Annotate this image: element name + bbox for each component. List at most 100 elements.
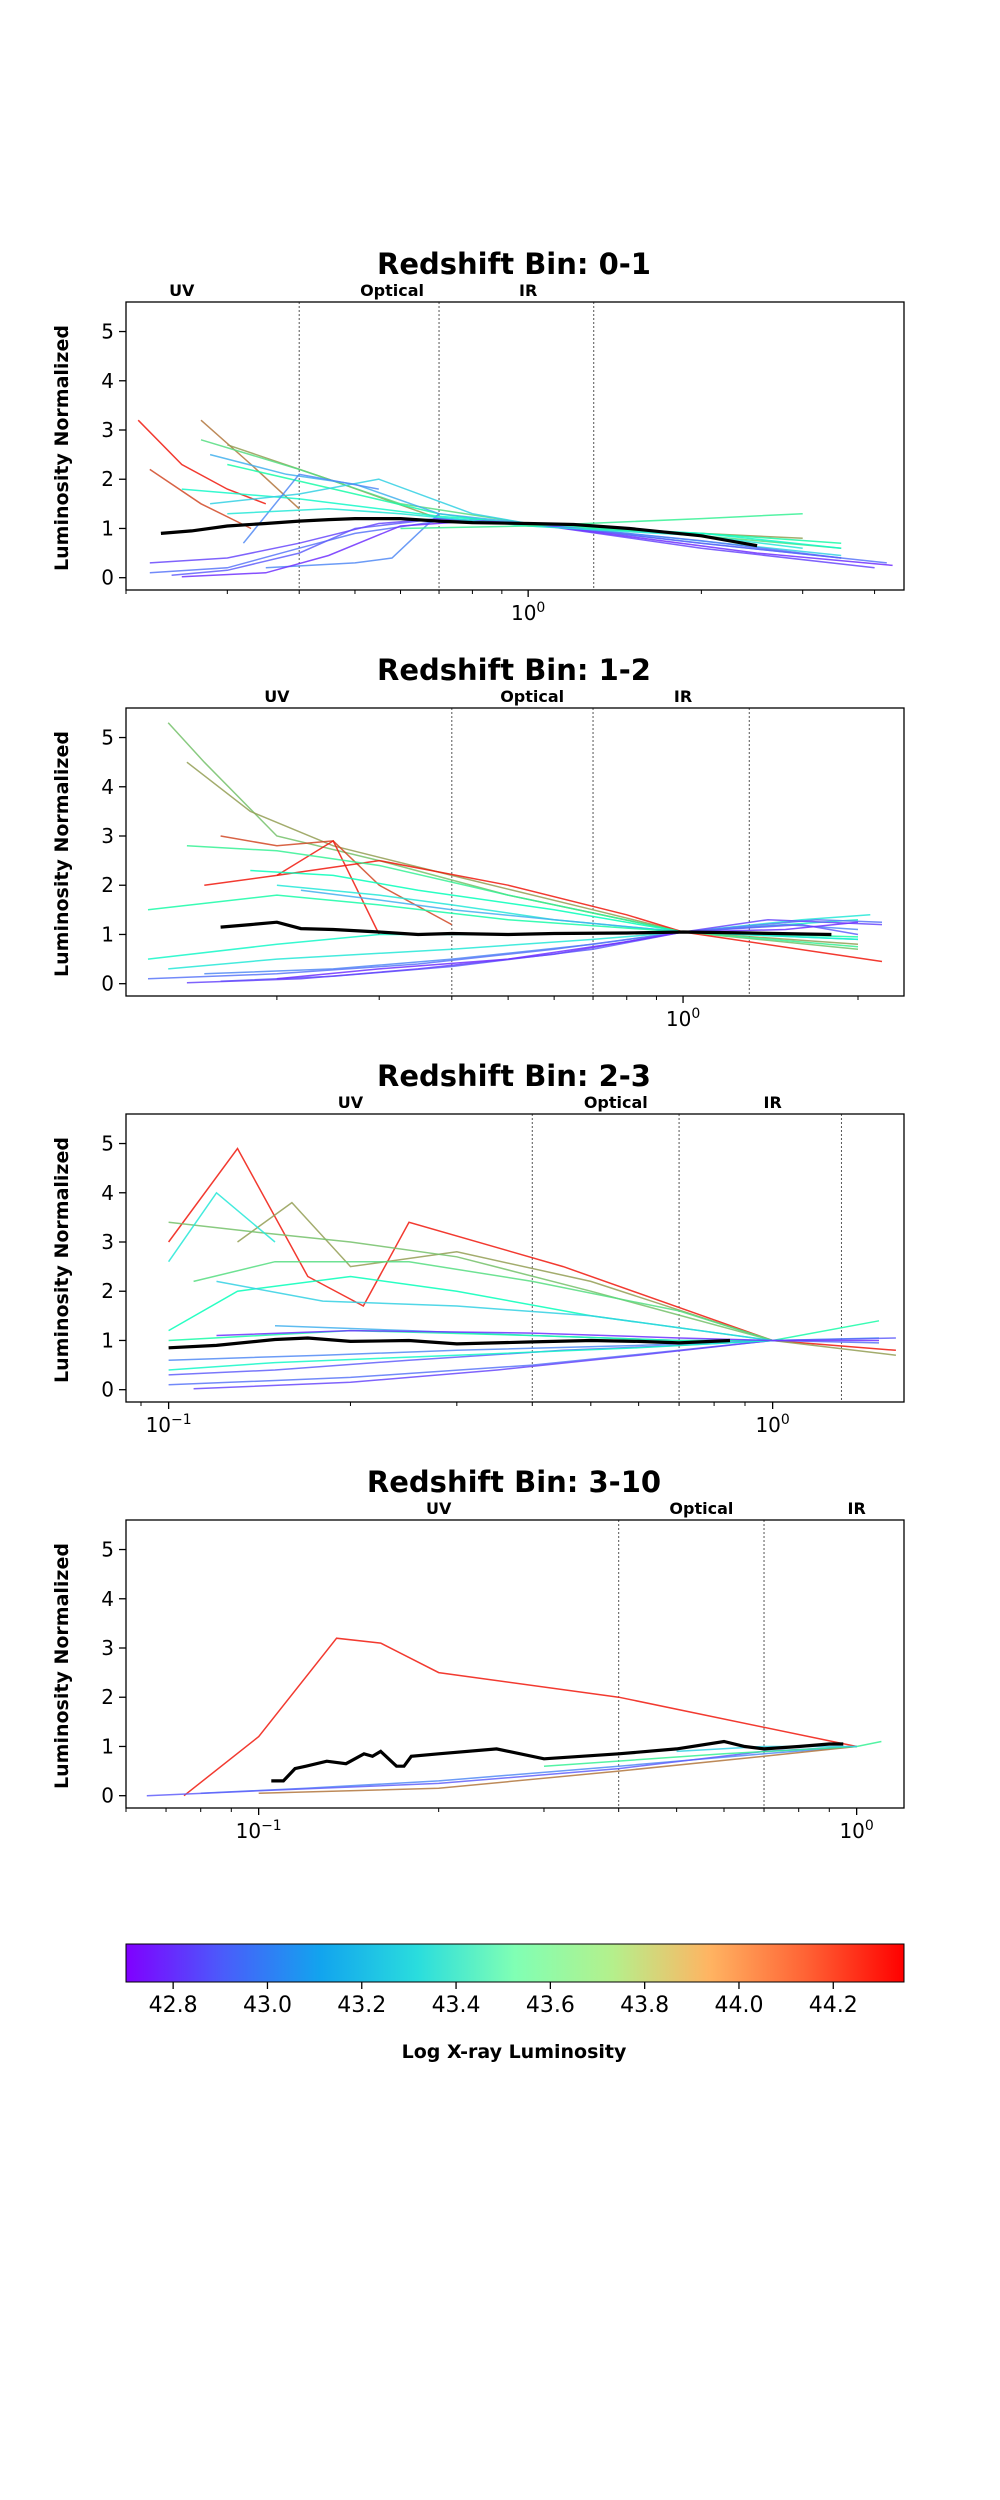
band-label: IR: [519, 281, 537, 300]
y-tick-label: 5: [101, 1538, 114, 1562]
panel-4-ylabel: Luminosity Normalized: [51, 1543, 73, 1789]
x-tick-label: 100: [839, 1818, 873, 1843]
y-tick-label: 5: [101, 1132, 114, 1156]
band-label: IR: [674, 687, 692, 706]
colorbar-tick-label: 43.2: [337, 1993, 386, 2018]
panel-1-plot-area: UV Optical IR 0 1 2 3 4 5 100: [101, 281, 893, 625]
panel-2-frame: [125, 707, 905, 997]
x-tick-label: 100: [511, 600, 545, 625]
series-line: [167, 1147, 896, 1352]
series-line: [168, 914, 871, 970]
band-label: Optical: [584, 1093, 648, 1112]
series-line: [168, 1339, 773, 1371]
y-tick-label: 4: [101, 369, 114, 393]
y-tick-label: 5: [101, 726, 114, 750]
series-line: [181, 488, 842, 549]
band-label: UV: [169, 281, 195, 300]
y-tick-label: 0: [101, 1784, 114, 1808]
band-label: IR: [848, 1499, 866, 1518]
series-line: [149, 520, 887, 574]
mean-line: [168, 1336, 731, 1350]
colorbar-gradient: [125, 1943, 905, 1983]
series-line: [149, 468, 252, 530]
y-tick-label: 2: [101, 467, 114, 491]
colorbar-label: Log X-ray Luminosity: [402, 2041, 627, 2063]
panel-2-ylabel: Luminosity Normalized: [51, 731, 73, 977]
colorbar-tick-label: 43.8: [620, 1993, 669, 2018]
y-tick-label: 3: [101, 1230, 114, 1254]
series-line: [216, 1329, 879, 1342]
x-tick-label: 100: [666, 1006, 700, 1031]
y-tick-label: 4: [101, 1181, 114, 1205]
band-label: UV: [264, 687, 290, 706]
colorbar-tick-label: 44.0: [714, 1993, 763, 2018]
y-tick-label: 0: [101, 566, 114, 590]
panel-1: Redshift Bin: 0-1 Luminosity Normalized …: [51, 247, 905, 625]
series-line: [186, 845, 859, 948]
series-line: [168, 1320, 880, 1342]
band-label: IR: [763, 1093, 781, 1112]
y-tick-label: 2: [101, 1279, 114, 1303]
panel-4-title: Redshift Bin: 3-10: [367, 1465, 661, 1499]
panel-3-frame: [125, 1113, 905, 1403]
series-group: [147, 722, 883, 984]
panel-2-title: Redshift Bin: 1-2: [377, 653, 651, 687]
colorbar-ticks: 42.8 43.0 43.2 43.4 43.6 43.8 44.0 44.2: [149, 1982, 858, 2018]
mean-line: [271, 1739, 844, 1783]
y-tick-label: 4: [101, 775, 114, 799]
series-line: [200, 1745, 857, 1794]
panel-2: Redshift Bin: 1-2 Luminosity Normalized …: [51, 653, 905, 1031]
panel-3-plot-area: UV Optical IR 0 1 2 3 4 5 10−1 100: [101, 1093, 896, 1437]
series-line: [242, 473, 379, 544]
series-line: [258, 1745, 857, 1794]
series-line: [216, 1280, 773, 1342]
panel-1-ylabel: Luminosity Normalized: [51, 325, 73, 571]
series-line: [181, 520, 893, 578]
panel-4: Redshift Bin: 3-10 Luminosity Normalized…: [51, 1465, 905, 1843]
y-tick-label: 0: [101, 972, 114, 996]
series-line: [204, 859, 883, 963]
series-line: [193, 1260, 773, 1342]
panel-4-plot-area: UV Optical IR 0 1 2 3 4 5 10−1 100: [101, 1499, 882, 1843]
series-line: [149, 517, 875, 569]
series-line: [265, 513, 440, 569]
band-label: UV: [426, 1499, 452, 1518]
y-tick-label: 4: [101, 1587, 114, 1611]
x-tick-label: 10−1: [236, 1818, 282, 1843]
x-tick-label: 10−1: [146, 1412, 192, 1437]
y-tick-label: 0: [101, 1378, 114, 1402]
series-line: [276, 839, 380, 935]
series-group: [167, 1147, 896, 1390]
colorbar-tick-label: 43.0: [243, 1993, 292, 2018]
panel-1-title: Redshift Bin: 0-1: [377, 247, 651, 281]
series-line: [543, 1740, 882, 1767]
y-tick-label: 2: [101, 1685, 114, 1709]
y-tick-label: 5: [101, 320, 114, 344]
series-line: [300, 889, 684, 933]
panel-3-ylabel: Luminosity Normalized: [51, 1137, 73, 1383]
series-line: [137, 419, 267, 505]
colorbar-tick-label: 43.6: [526, 1993, 575, 2018]
y-tick-label: 1: [101, 922, 114, 946]
series-line: [400, 512, 803, 530]
colorbar-tick-label: 43.4: [432, 1993, 481, 2018]
panel-3: Redshift Bin: 2-3 Luminosity Normalized …: [51, 1059, 905, 1437]
colorbar-tick-label: 42.8: [149, 1993, 198, 2018]
panel-1-frame: [125, 301, 905, 591]
panel-2-plot-area: UV Optical IR 0 1 2 3 4 5 100: [101, 687, 883, 1031]
series-line: [167, 1191, 276, 1263]
colorbar: 42.8 43.0 43.2 43.4 43.6 43.8 44.0 44.2 Log X-r…: [125, 1943, 905, 2063]
band-label: UV: [338, 1093, 364, 1112]
series-line: [676, 1745, 857, 1753]
panel-3-title: Redshift Bin: 2-3: [377, 1059, 651, 1093]
series-line: [186, 918, 883, 984]
band-label: Optical: [360, 281, 424, 300]
y-tick-label: 3: [101, 1636, 114, 1660]
series-group: [137, 419, 893, 578]
x-tick-label: 100: [755, 1412, 789, 1437]
mean-line: [220, 920, 832, 937]
series-line: [171, 517, 842, 576]
series-line: [200, 439, 842, 549]
mean-line: [160, 516, 758, 548]
